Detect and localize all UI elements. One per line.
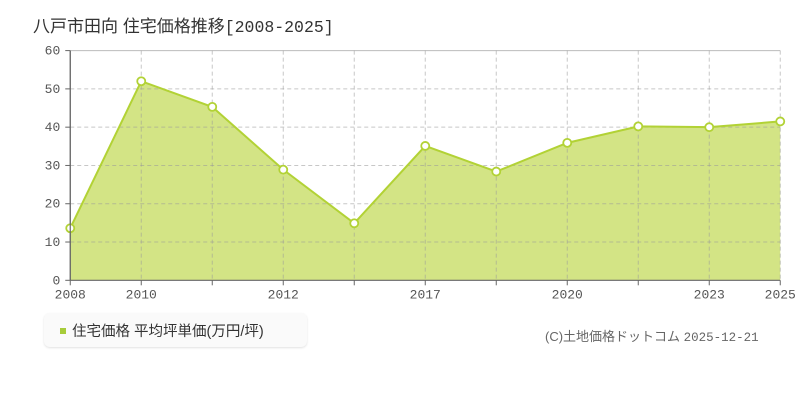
svg-text:40: 40: [45, 120, 61, 135]
svg-text:2025: 2025: [765, 287, 796, 302]
svg-text:2020: 2020: [552, 287, 583, 302]
svg-text:2017: 2017: [410, 287, 441, 302]
svg-text:0: 0: [52, 273, 60, 288]
svg-text:2012: 2012: [268, 287, 299, 302]
svg-text:2023: 2023: [694, 287, 725, 302]
svg-text:50: 50: [45, 82, 61, 97]
svg-text:20: 20: [45, 197, 61, 212]
svg-text:2008: 2008: [55, 287, 86, 302]
svg-text:10: 10: [45, 235, 61, 250]
svg-text:60: 60: [45, 44, 61, 59]
svg-text:30: 30: [45, 158, 61, 173]
svg-text:2010: 2010: [126, 287, 157, 302]
